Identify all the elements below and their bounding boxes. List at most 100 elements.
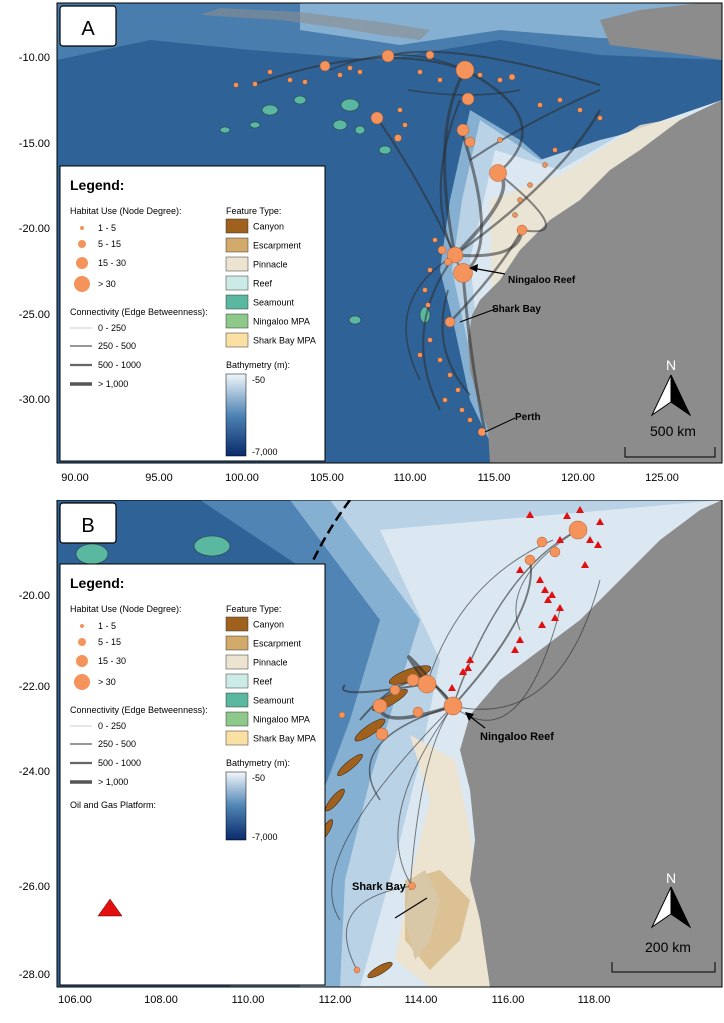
legend-a: Legend: Habitat Use (Node Degree): 1 - 5… [59, 165, 326, 462]
map-panel-a: Ningaloo Reef Shark Bay Perth N 500 km A… [19, 2, 723, 484]
platform-marker [544, 596, 552, 603]
svg-text:100.00: 100.00 [225, 472, 259, 484]
svg-text:106.00: 106.00 [58, 994, 92, 1006]
svg-text:-50: -50 [252, 773, 265, 783]
svg-text:> 1,000: > 1,000 [98, 777, 128, 787]
feature-swatch [225, 218, 249, 234]
svg-text:-50: -50 [252, 375, 265, 385]
svg-text:Perth: Perth [515, 412, 541, 423]
place-perth-a: Perth [484, 412, 541, 433]
svg-text:-25.00: -25.00 [19, 309, 50, 321]
platform-marker [576, 506, 584, 513]
svg-text:500 - 1000: 500 - 1000 [98, 758, 141, 768]
panel-label-a: A [59, 5, 117, 47]
svg-text:115.00: 115.00 [478, 472, 511, 484]
svg-text:114.00: 114.00 [405, 994, 438, 1006]
legend-b: Legend: Habitat Use (Node Degree): 1 - 5… [59, 563, 326, 986]
feature-label: Shark Bay MPA [253, 336, 316, 346]
habitat-title: Habitat Use (Node Degree): [70, 604, 182, 614]
platform-title: Oil and Gas Platform: [70, 800, 156, 810]
connectivity-title: Connectivity (Edge Betweenness): [70, 307, 208, 317]
platform-legend-icon [97, 898, 123, 917]
svg-text:0 - 250: 0 - 250 [98, 323, 126, 333]
svg-text:110.00: 110.00 [394, 472, 427, 484]
platform-marker [596, 518, 604, 525]
feature-label: Escarpment [253, 241, 302, 251]
feature-swatch [225, 654, 249, 670]
feature-swatch [225, 711, 249, 727]
platform-marker [586, 536, 594, 543]
connectivity-edges [254, 50, 602, 433]
svg-text:105.00: 105.00 [310, 472, 344, 484]
feature-swatch [225, 294, 249, 310]
habitat-title: Habitat Use (Node Degree): [70, 206, 182, 216]
svg-text:> 30: > 30 [98, 677, 116, 687]
svg-text:-10.00: -10.00 [19, 52, 50, 64]
feature-title: Feature Type: [226, 604, 281, 614]
platform-marker [541, 586, 549, 593]
feature-label: Shark Bay MPA [253, 734, 316, 744]
feature-swatch [225, 237, 249, 253]
feature-label: Seamount [253, 298, 295, 308]
legend-title: Legend: [70, 177, 124, 193]
place-ningaloo-a: Ningaloo Reef [469, 264, 576, 286]
svg-text:-7,000: -7,000 [252, 447, 278, 457]
north-arrow-icon: N [650, 357, 692, 417]
australia-land [468, 100, 722, 463]
scale-bar-a: 500 km [624, 423, 716, 458]
feature-label: Ningaloo MPA [253, 317, 310, 327]
scale-bar-b: 200 km [611, 939, 716, 973]
platform-marker [516, 566, 524, 573]
svg-text:Shark Bay: Shark Bay [352, 881, 407, 893]
oil-gas-platforms [448, 506, 604, 691]
indonesia-land [200, 8, 430, 40]
svg-text:15 - 30: 15 - 30 [98, 258, 126, 268]
feature-label: Escarpment [253, 639, 302, 649]
feature-label: Ningaloo MPA [253, 715, 310, 725]
bathymetry-title: Bathymetry (m): [226, 360, 290, 370]
habitat-nodes [338, 520, 588, 974]
svg-text:-30.00: -30.00 [19, 394, 50, 406]
svg-text:-20.00: -20.00 [19, 223, 50, 235]
svg-text:108.00: 108.00 [144, 994, 178, 1006]
svg-text:500 km: 500 km [650, 423, 696, 439]
platform-marker [466, 656, 474, 663]
platform-marker [548, 591, 556, 598]
platform-marker [538, 621, 546, 628]
panel-label-b: B [59, 502, 117, 544]
habitat-nodes [319, 49, 528, 437]
svg-text:-22.00: -22.00 [19, 681, 50, 693]
feature-swatch [225, 616, 249, 632]
svg-text:-26.00: -26.00 [19, 881, 50, 893]
svg-text:110.00: 110.00 [232, 994, 265, 1006]
svg-text:90.00: 90.00 [61, 472, 89, 484]
feature-swatch [225, 692, 249, 708]
indonesia-land [600, 3, 722, 60]
svg-text:250 - 500: 250 - 500 [98, 739, 136, 749]
map-panel-b: Ningaloo Reef Shark Bay N 200 km B Legen… [19, 500, 723, 1006]
feature-label: Canyon [253, 222, 284, 232]
platform-marker [511, 646, 519, 653]
platform-marker [464, 664, 472, 671]
svg-text:Ningaloo Reef: Ningaloo Reef [508, 275, 576, 286]
svg-text:0 - 250: 0 - 250 [98, 721, 126, 731]
svg-text:> 30: > 30 [98, 279, 116, 289]
feature-label: Canyon [253, 620, 284, 630]
feature-swatch [225, 275, 249, 291]
svg-text:500 - 1000: 500 - 1000 [98, 360, 141, 370]
platform-marker [448, 684, 456, 691]
svg-text:116.00: 116.00 [492, 994, 525, 1006]
svg-text:-15.00: -15.00 [19, 138, 50, 150]
feature-swatch [225, 313, 249, 329]
place-sharkbay-a: Shark Bay [459, 304, 541, 323]
svg-text:200 km: 200 km [645, 939, 691, 955]
feature-label: Reef [253, 677, 273, 687]
platform-marker [581, 561, 589, 568]
svg-text:N: N [666, 357, 676, 373]
feature-label: Reef [253, 279, 273, 289]
svg-text:15 - 30: 15 - 30 [98, 656, 126, 666]
platform-marker [526, 511, 534, 518]
svg-text:1 - 5: 1 - 5 [98, 621, 116, 631]
axis-a: -10.00 -15.00 -20.00 -25.00 -30.00 90.00… [19, 52, 679, 484]
platform-marker [459, 668, 467, 675]
